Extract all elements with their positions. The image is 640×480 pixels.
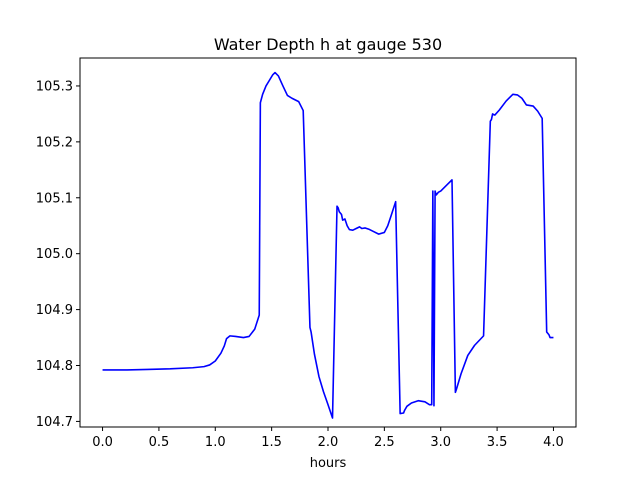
y-tick-label: 105.2	[36, 135, 73, 150]
x-tick-label: 0.0	[92, 435, 113, 450]
x-axis: 0.0 0.5 1.0 1.5 2.0 2.5 3.0 3.5 4.0	[92, 427, 564, 450]
y-tick-label: 104.9	[36, 303, 73, 318]
y-tick-label: 104.7	[36, 415, 73, 430]
x-tick-label: 1.0	[205, 435, 226, 450]
y-tick-label: 105.0	[36, 247, 73, 262]
x-tick-label: 1.5	[261, 435, 282, 450]
x-tick-label: 4.0	[543, 435, 564, 450]
series-line	[102, 71, 554, 419]
y-axis: 104.7 104.8 104.9 105.0 105.1 105.2 105.3	[36, 79, 80, 430]
x-tick-label: 3.0	[430, 435, 451, 450]
y-tick-label: 105.1	[36, 191, 73, 206]
x-tick-label: 0.5	[149, 435, 170, 450]
x-tick-label: 2.5	[374, 435, 395, 450]
x-tick-label: 2.0	[318, 435, 339, 450]
x-tick-label: 3.5	[487, 435, 508, 450]
plot-area	[102, 71, 554, 419]
y-tick-label: 105.3	[36, 79, 73, 94]
y-tick-label: 104.8	[36, 359, 73, 374]
chart-title: Water Depth h at gauge 530	[214, 35, 442, 54]
x-axis-label: hours	[310, 456, 347, 471]
